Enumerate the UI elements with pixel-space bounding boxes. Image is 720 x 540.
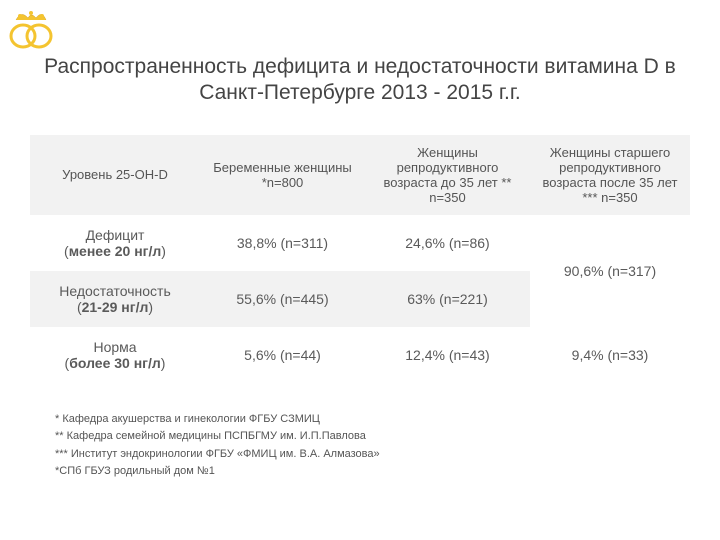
col-header-over35: Женщины старшего репродуктивного возраст… [530, 135, 690, 215]
cell: 55,6% (n=445) [200, 271, 365, 327]
col-header-pregnant: Беременные женщины *n=800 [200, 135, 365, 215]
col-header-under35: Женщины репродуктивного возраста до 35 л… [365, 135, 530, 215]
cell: 63% (n=221) [365, 271, 530, 327]
cell: 5,6% (n=44) [200, 327, 365, 383]
rings-logo [6, 6, 62, 57]
table-row: Норма (более 30 нг/л) 5,6% (n=44) 12,4% … [30, 327, 690, 383]
row-label-deficit: Дефицит (менее 20 нг/л) [30, 215, 200, 271]
footnote: * Кафедра акушерства и гинекологии ФГБУ … [55, 411, 690, 428]
cell: 38,8% (n=311) [200, 215, 365, 271]
cell-merged: 90,6% (n=317) [530, 215, 690, 327]
cell: 9,4% (n=33) [530, 327, 690, 383]
data-table: Уровень 25-ОН-D Беременные женщины *n=80… [30, 135, 690, 383]
cell: 24,6% (n=86) [365, 215, 530, 271]
footnote: *СПб ГБУЗ родильный дом №1 [55, 463, 690, 480]
table-row: Дефицит (менее 20 нг/л) 38,8% (n=311) 24… [30, 215, 690, 271]
table-header-row: Уровень 25-ОН-D Беременные женщины *n=80… [30, 135, 690, 215]
footnote: ** Кафедра семейной медицины ПСПБГМУ им.… [55, 428, 690, 445]
footnotes: * Кафедра акушерства и гинекологии ФГБУ … [30, 411, 690, 480]
footnote: *** Институт эндокринологии ФГБУ «ФМИЦ и… [55, 446, 690, 463]
slide-title: Распространенность дефицита и недостаточ… [30, 0, 690, 107]
col-header-level: Уровень 25-ОН-D [30, 135, 200, 215]
slide: Распространенность дефицита и недостаточ… [0, 0, 720, 540]
row-label-insufficiency: Недостаточность (21-29 нг/л) [30, 271, 200, 327]
cell: 12,4% (n=43) [365, 327, 530, 383]
row-label-norm: Норма (более 30 нг/л) [30, 327, 200, 383]
